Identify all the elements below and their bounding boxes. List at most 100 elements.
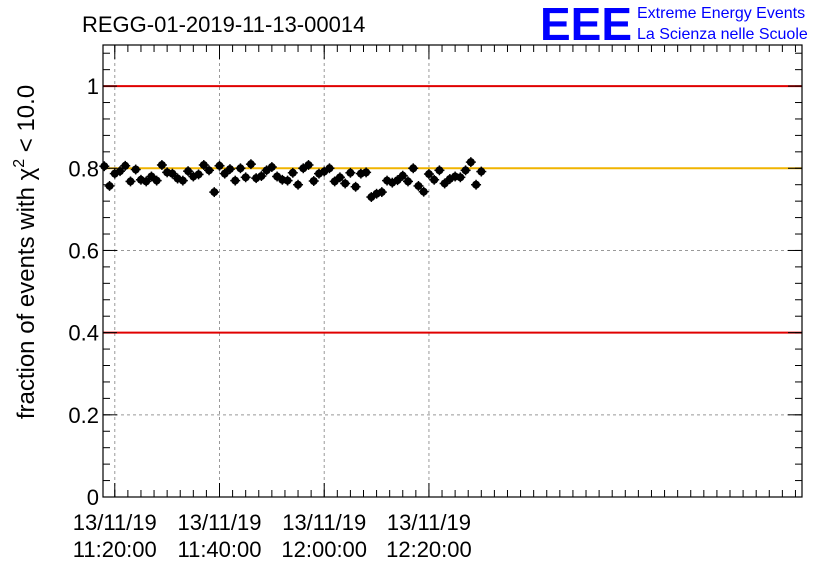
- point-marker: [456, 173, 465, 182]
- point-marker: [220, 169, 229, 178]
- y-axis-label-text-1: fraction of events with: [13, 180, 40, 419]
- point-marker: [257, 172, 266, 181]
- point-marker: [346, 168, 355, 177]
- y-axis-label-text-2: < 10.0: [13, 85, 40, 159]
- point-marker: [466, 158, 475, 167]
- y-tick-label: 0.4: [68, 321, 99, 346]
- point-marker: [325, 164, 334, 173]
- data-point: [465, 157, 476, 168]
- data-point: [115, 166, 126, 177]
- data-point: [156, 160, 167, 170]
- x-tick-label-time: 12:00:00: [281, 537, 367, 562]
- data-point: [413, 181, 424, 191]
- point-marker: [178, 176, 187, 185]
- axes: 00.20.40.60.8113/11/1911:20:0013/11/1911…: [68, 45, 802, 562]
- chart-title: REGG-01-2019-11-13-00014: [82, 12, 365, 37]
- x-tick-label-date: 13/11/19: [177, 510, 261, 535]
- data-point: [125, 176, 136, 187]
- data-point: [476, 166, 487, 177]
- data-point: [408, 163, 419, 174]
- point-marker: [241, 173, 250, 182]
- y-axis-label-exponent: 2: [11, 159, 28, 168]
- point-marker: [430, 175, 439, 184]
- x-tick-label-time: 12:20:00: [386, 537, 472, 562]
- point-marker: [236, 164, 245, 173]
- point-marker: [100, 162, 109, 171]
- data-point: [167, 168, 178, 179]
- data-point: [198, 160, 209, 170]
- data-point: [209, 187, 220, 198]
- data-point: [104, 181, 115, 191]
- point-marker: [288, 168, 297, 177]
- point-marker: [225, 165, 234, 174]
- point-marker: [231, 176, 240, 185]
- data-point: [224, 164, 235, 175]
- data-point: [266, 162, 277, 172]
- point-marker: [168, 169, 177, 178]
- point-marker: [409, 164, 418, 173]
- y-tick-label: 0: [87, 485, 99, 510]
- x-tick-label-date: 13/11/19: [73, 510, 157, 535]
- data-point: [429, 174, 440, 185]
- point-marker: [246, 160, 255, 169]
- point-marker: [205, 166, 214, 175]
- point-marker: [362, 168, 371, 177]
- point-marker: [157, 160, 166, 169]
- point-marker: [477, 167, 486, 176]
- data-point: [434, 165, 445, 176]
- data-point: [151, 175, 162, 186]
- point-marker: [184, 167, 193, 176]
- data-point: [120, 160, 131, 171]
- y-axis-label: fraction of events with χ2 < 10.0: [11, 85, 40, 419]
- data-point: [130, 164, 141, 175]
- point-marker: [377, 188, 386, 197]
- point-marker: [210, 188, 219, 197]
- logo-line-2: La Scienza nelle Scuole: [637, 26, 808, 43]
- data-point: [183, 166, 194, 177]
- point-marker: [194, 170, 203, 179]
- data-point: [376, 187, 387, 198]
- data-point: [324, 163, 335, 174]
- data-point: [439, 178, 450, 189]
- point-marker: [267, 163, 276, 172]
- data-point: [193, 169, 204, 180]
- data-point: [177, 175, 188, 186]
- data-point: [397, 170, 408, 181]
- point-marker: [142, 177, 151, 186]
- data-point: [230, 175, 241, 186]
- data-point: [460, 165, 471, 176]
- data-point: [418, 186, 429, 197]
- point-marker: [461, 166, 470, 175]
- data-point: [219, 168, 230, 179]
- logo-line-1: Extreme Energy Events: [637, 5, 805, 22]
- data-point: [235, 163, 246, 174]
- data-point: [392, 175, 403, 186]
- point-marker: [309, 177, 318, 186]
- data-point: [350, 181, 361, 192]
- data-point: [455, 172, 466, 183]
- y-tick-label: 0.6: [68, 238, 99, 263]
- data-point: [256, 171, 267, 182]
- point-marker: [419, 187, 428, 196]
- point-marker: [215, 161, 224, 170]
- point-marker: [199, 160, 208, 169]
- point-marker: [283, 176, 292, 185]
- eee-logo: EEE Extreme Energy Events La Scienza nel…: [540, 0, 808, 50]
- point-marker: [304, 160, 313, 169]
- point-marker: [414, 181, 423, 190]
- x-tick-label-date: 13/11/19: [387, 510, 471, 535]
- y-tick-label: 0.8: [68, 156, 99, 181]
- y-tick-label: 0.2: [68, 403, 99, 428]
- data-points: [99, 157, 487, 202]
- point-marker: [393, 176, 402, 185]
- point-marker: [424, 170, 433, 179]
- point-marker: [335, 173, 344, 182]
- data-point: [293, 179, 304, 190]
- data-point: [141, 176, 152, 187]
- data-point: [287, 167, 298, 178]
- point-marker: [131, 165, 140, 174]
- point-marker: [341, 179, 350, 188]
- data-point: [240, 172, 251, 183]
- data-point: [423, 169, 434, 179]
